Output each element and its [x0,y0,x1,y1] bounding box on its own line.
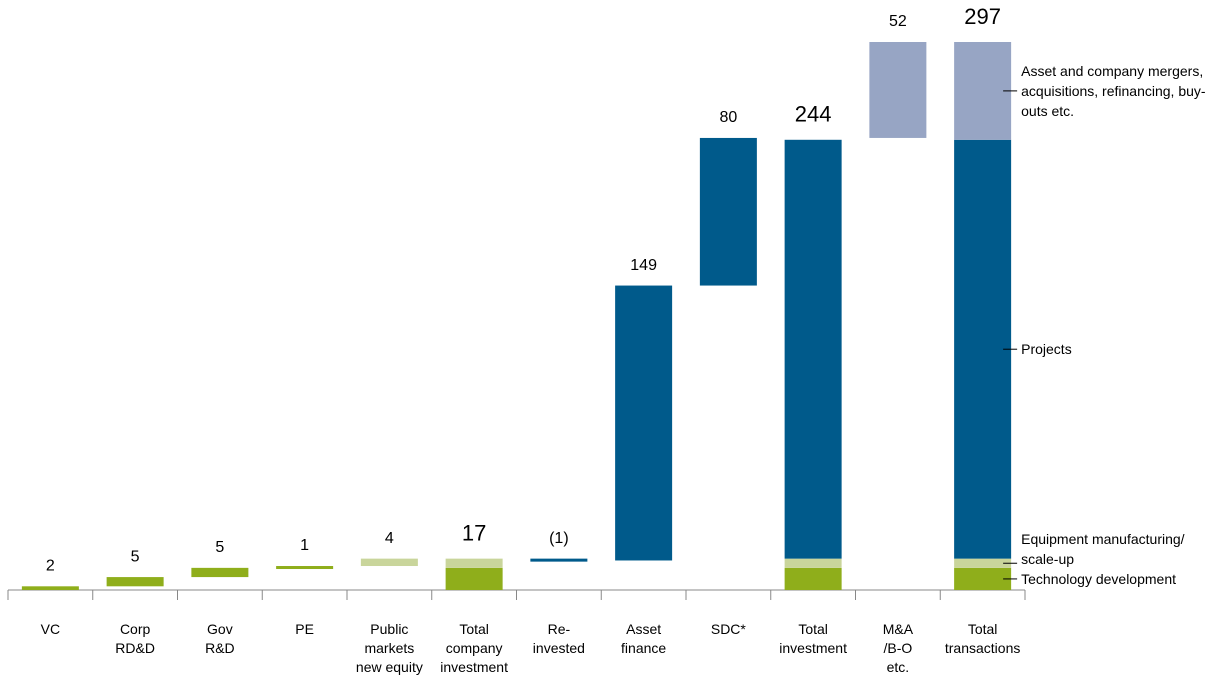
value-label: 80 [719,109,737,126]
bar-segment [954,567,1012,590]
x-tick-label-line: finance [621,640,666,656]
x-tick-label: Public markets new equity [356,621,423,675]
value-label: 1 [300,537,309,554]
x-tick-label-line: Re- [548,621,571,637]
value-label: 52 [889,13,907,30]
bar-segment [954,42,1012,140]
x-tick-label: Total transactions [945,621,1020,656]
bar-segment [21,586,79,590]
x-tick-label: SDC* [711,621,747,637]
x-tick-label: VC [41,621,60,637]
x-tick-label-line: PE [295,621,314,637]
bar-segment [191,567,249,578]
value-label: (1) [549,530,569,547]
x-tick-label-line: VC [41,621,60,637]
x-tick-label: PE [295,621,314,637]
x-tick-label-line: transactions [945,640,1020,656]
legend-label: Technology development [1021,570,1177,587]
bar-segment [784,139,842,559]
bar-segment [360,558,418,567]
x-tick-label-line: Asset [626,621,661,637]
value-label: 17 [462,520,486,545]
bar-segment [615,285,673,561]
x-tick-label-line: Corp [120,621,151,637]
bar-segment [869,42,927,138]
bar-segment [530,558,588,562]
x-tick-label: Total company investment [440,621,508,675]
x-tick-label: M&A/B-O etc. [883,621,914,675]
legend-label: Asset and company mergers, acquisitions,… [1021,62,1206,119]
value-label: 297 [964,4,1001,29]
x-tick-label: Gov R&D [205,621,235,656]
bar-segment [445,567,503,590]
x-tick-label-line: Gov [207,621,233,637]
x-tick-label-line: Total [968,621,998,637]
bar-segment [784,558,842,568]
value-label: 244 [795,102,832,127]
value-label: 5 [215,539,224,556]
bar-segment [445,558,503,568]
x-tick-label: Total investment [779,621,847,656]
x-tick-label-line: invested [533,640,585,656]
x-tick-label-line: RD&D [115,640,155,656]
bar-segment [954,139,1012,559]
value-label: 2 [46,558,55,575]
x-tick-label-line: investment [440,659,508,675]
x-tick-label-line: SDC* [711,621,747,637]
x-tick-label-line: etc. [887,659,910,675]
value-label: 149 [630,257,657,274]
legend-label: Projects [1021,341,1072,358]
bar-segment [784,567,842,590]
x-tick-label-line: company [446,640,503,656]
x-tick-label-line: /B-O [883,640,912,656]
bar-segment [106,577,164,587]
bar-segment [699,137,757,286]
x-tick-label-line: investment [779,640,847,656]
value-label: 5 [131,548,140,565]
x-tick-label-line: M&A [883,621,914,637]
x-tick-label-line: Total [798,621,828,637]
x-tick-label-line: R&D [205,640,235,656]
x-tick-label-line: markets [364,640,414,656]
x-tick-label-line: Public [370,621,408,637]
bar-segment [276,566,334,570]
bar-segment [954,558,1012,568]
value-label: 4 [385,530,394,547]
x-tick-label: Re-invested [533,621,585,656]
x-tick-label: Asset finance [621,621,666,656]
x-tick-label-line: new equity [356,659,423,675]
x-tick-label: Corp RD&D [115,621,155,656]
x-tick-label-line: Total [459,621,489,637]
legend-label: Equipment manufacturing/ scale-up [1021,530,1185,567]
